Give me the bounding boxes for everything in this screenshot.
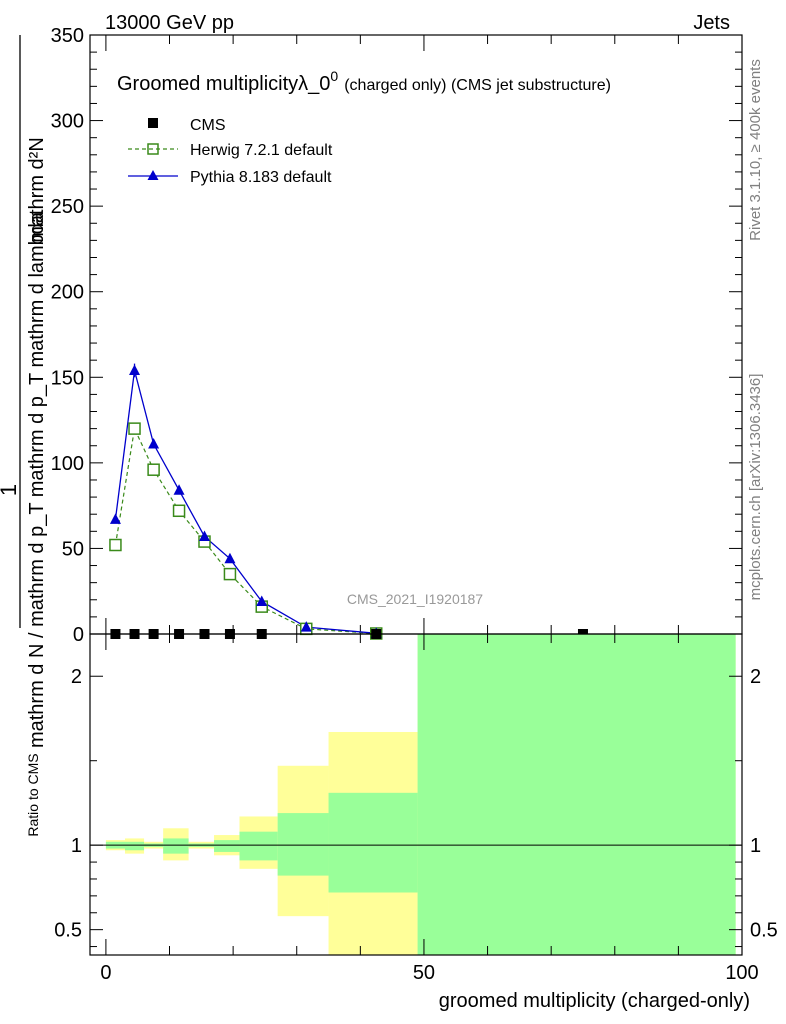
pythia-marker: [173, 484, 185, 495]
ratio-ytick-label-right: 1: [750, 835, 761, 857]
pythia-marker: [300, 621, 312, 632]
main-ytick-label: 300: [51, 111, 84, 133]
pythia-marker: [224, 552, 236, 564]
legend-herwig-label: Herwig 7.2.1 default: [190, 142, 333, 159]
legend-cms-label: CMS: [190, 117, 226, 134]
ratio-ylabel: Ratio to CMS: [25, 753, 41, 836]
main-ytick-label: 0: [73, 624, 84, 646]
ratio-ytick-label: 1: [71, 835, 82, 857]
pythia-marker: [129, 364, 141, 375]
rivet-version-label: Rivet 3.1.10, ≥ 400k events: [747, 59, 764, 241]
legend: CMS Herwig 7.2.1 default Pythia 8.183 de…: [128, 117, 333, 186]
ratio-band-inner: [239, 831, 278, 861]
mcplots-site-label: mcplots.cern.ch [arXiv:1306.3436]: [747, 374, 764, 601]
main-ytick-label: 250: [51, 196, 84, 218]
legend-herwig-marker: [147, 143, 159, 155]
herwig-marker: [172, 504, 186, 518]
ylabel-main-numerator: mathrm d²N: [26, 137, 48, 243]
plot-title-main: Groomed multiplicityλ_0: [117, 73, 330, 95]
xtick-label: 0: [100, 962, 111, 984]
ylabel-main-fraction-num: 1: [0, 484, 21, 496]
main-ytick-label: 150: [51, 367, 84, 389]
xlabel: groomed multiplicity (charged-only): [439, 990, 750, 1012]
ratio-panel-frame: [89, 633, 743, 956]
pythia-marker: [109, 513, 121, 524]
analysis-id: CMS_2021_I1920187: [347, 591, 483, 607]
plot-title-suffix: (charged only) (CMS jet substructure): [344, 77, 611, 94]
category-label: Jets: [693, 12, 730, 34]
plot-title-sup: 0: [330, 68, 338, 84]
herwig-line: [114, 426, 377, 635]
plot-title: Groomed multiplicityλ_00 (charged only) (…: [117, 68, 611, 95]
ratio-ytick-label-right: 2: [750, 666, 761, 688]
energy-label: 13000 GeV pp: [105, 12, 234, 34]
ratio-band-inner: [163, 838, 189, 854]
pythia-marker: [256, 595, 268, 606]
main-ytick-label: 350: [51, 25, 84, 47]
main-ytick-label: 50: [62, 538, 84, 560]
herwig-marker: [147, 463, 160, 476]
ratio-band-inner: [328, 792, 418, 893]
pythia-marker: [198, 530, 210, 541]
ratio-ytick-label-right: 0.5: [750, 920, 778, 942]
main-ytick-label: 200: [51, 282, 84, 304]
xtick-label: 50: [413, 962, 435, 984]
herwig-marker: [223, 567, 237, 581]
herwig-marker: [109, 538, 122, 552]
legend-cms-marker: [148, 118, 158, 128]
ratio-band-inner: [124, 841, 145, 851]
herwig-marker: [128, 422, 141, 435]
main-ytick-label: 100: [51, 453, 84, 475]
legend-pythia-label: Pythia 8.183 default: [190, 169, 332, 186]
legend-pythia-marker: [147, 170, 159, 180]
ratio-band-inner: [417, 634, 736, 955]
ratio-ytick-label: 2: [71, 666, 82, 688]
ylabel-main-denominator: mathrm d N / mathrm d p_T mathrm d p_T m…: [26, 211, 48, 748]
ratio-band-inner: [277, 813, 329, 876]
pythia-line: [114, 370, 377, 634]
ratio-ytick-label: 0.5: [54, 920, 82, 942]
ratio-band-inner: [214, 840, 240, 852]
main-panel-frame: [89, 34, 743, 635]
xtick-label: 100: [725, 962, 758, 984]
pythia-marker: [148, 438, 160, 449]
